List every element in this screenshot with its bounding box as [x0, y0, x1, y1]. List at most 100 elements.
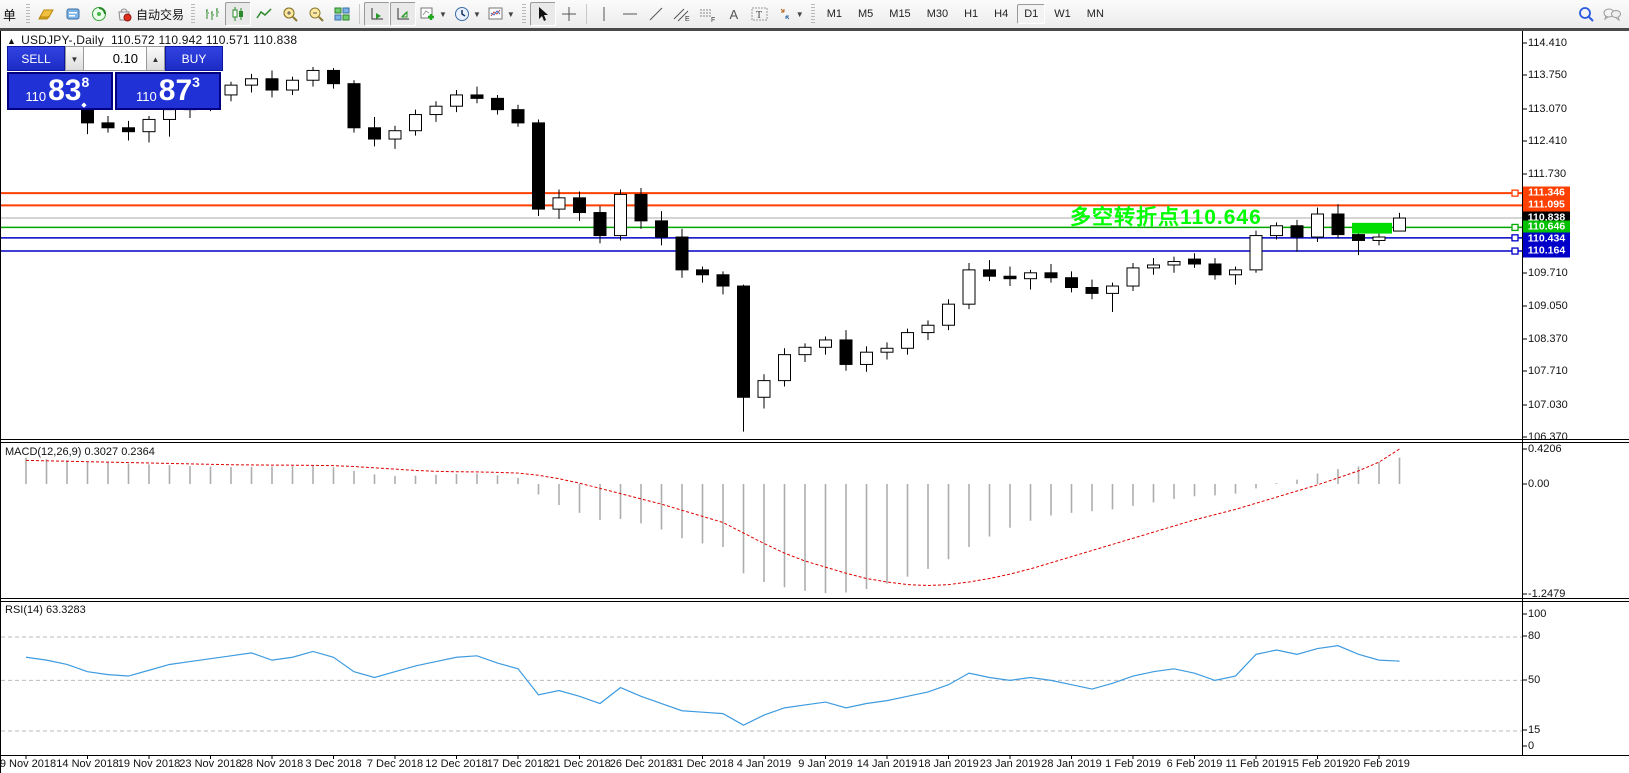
macd-main-value: 0.3027 [84, 446, 119, 458]
chart-background [0, 31, 1629, 773]
date-axis-label[interactable]: 14 Jan 2019 [856, 758, 918, 770]
candle-body [880, 347, 894, 353]
trendline-tool-button[interactable] [643, 2, 669, 26]
candle-body [368, 127, 381, 140]
date-axis-label[interactable]: 19 Nov 2018 [117, 758, 181, 770]
chart-symbol-period: USDJPY-,Daily [21, 33, 104, 47]
date-axis-label[interactable]: 17 Dec 2018 [486, 758, 550, 770]
indicators-button[interactable]: ▼ [416, 2, 450, 26]
candle-body [1311, 213, 1324, 238]
timeframe-m15-button[interactable]: M15 [889, 8, 911, 20]
text-label-tool-button[interactable]: T [747, 2, 773, 26]
timeframe-m1-button[interactable]: M1 [826, 8, 842, 20]
periods-button[interactable]: ▼ [450, 2, 484, 26]
pivot-annotation[interactable]: 多空转折点110.646 [1070, 206, 1262, 229]
date-axis-label[interactable]: 21 Dec 2018 [548, 758, 611, 770]
macd-signal-value: 0.2364 [121, 446, 155, 458]
data-window-button[interactable] [86, 2, 112, 26]
volume-input[interactable] [84, 46, 146, 71]
chevron-down-icon[interactable]: ▼ [472, 9, 481, 19]
buy-button[interactable]: BUY [165, 46, 223, 71]
candle-body [1331, 213, 1345, 236]
toolbar-grip[interactable] [810, 4, 815, 24]
arrows-tool-button[interactable]: ▼ [773, 2, 807, 26]
price-badge: 110.164 [1523, 244, 1570, 258]
date-axis-label[interactable]: 1 Feb 2019 [1105, 758, 1161, 770]
timeframe-d1-button[interactable]: D1 [1017, 4, 1046, 24]
price-badge: 111.346 [1523, 186, 1570, 200]
date-axis-label[interactable]: 3 Dec 2018 [305, 758, 362, 770]
horizontal-line-tool-button[interactable] [617, 2, 643, 26]
date-axis-label[interactable]: 6 Feb 2019 [1166, 758, 1223, 770]
date-axis-label[interactable]: 31 Dec 2018 [671, 758, 734, 770]
toolbar-grip[interactable] [521, 4, 526, 24]
date-axis-label[interactable]: 14 Nov 2018 [56, 758, 119, 770]
search-button[interactable] [1573, 2, 1599, 26]
line-chart-mode-button[interactable] [251, 2, 277, 26]
chat-button[interactable] [1599, 2, 1625, 26]
timeframe-h4-button[interactable]: H4 [994, 8, 1009, 20]
crosshair-icon [560, 5, 578, 23]
timeframe-w1-button[interactable]: W1 [1054, 8, 1071, 20]
chart-shift-button[interactable] [390, 2, 417, 26]
chevron-down-icon[interactable]: ▼ [439, 9, 447, 19]
crosshair-button[interactable] [556, 2, 582, 26]
candle-body [1188, 258, 1201, 265]
candle-body [757, 380, 771, 398]
volume-increase-button[interactable]: ▲ [146, 46, 165, 71]
date-axis-label[interactable]: 18 Jan 2019 [918, 758, 979, 770]
date-axis-label[interactable]: 4 Jan 2019 [736, 758, 792, 770]
chevron-down-icon[interactable]: ▼ [506, 9, 515, 19]
toolbar-grip[interactable] [191, 4, 196, 24]
menu-text-fragment[interactable]: 单 [3, 7, 17, 23]
auto-scroll-button[interactable] [364, 2, 391, 26]
date-axis-label[interactable]: 11 Feb 2019 [1225, 758, 1287, 770]
channel-tool-button[interactable]: E [669, 2, 695, 26]
candle-body [716, 274, 730, 287]
macd-name: MACD(12,26,9) [5, 446, 82, 458]
timeframe-m5-button[interactable]: M5 [858, 8, 874, 20]
volume-decrease-button[interactable]: ▼ [65, 46, 84, 71]
date-axis-label[interactable]: 9 Jan 2019 [798, 758, 853, 770]
date-axis-label[interactable]: 12 Dec 2018 [425, 758, 488, 770]
candlestick-mode-button[interactable] [225, 2, 252, 26]
timeframe-mn-button[interactable]: MN [1086, 8, 1104, 20]
date-axis-label[interactable]: 15 Feb 2019 [1286, 758, 1349, 770]
date-axis-label[interactable]: 20 Feb 2019 [1348, 758, 1410, 770]
date-axis-label[interactable]: 7 Dec 2018 [366, 758, 424, 770]
date-axis-label[interactable]: 23 Jan 2019 [979, 758, 1041, 770]
price-badge: 110.434 [1523, 232, 1570, 246]
date-axis-label[interactable]: 9 Nov 2018 [0, 758, 57, 770]
toolbar-grip[interactable] [26, 4, 31, 24]
cursor-button[interactable] [529, 2, 556, 26]
tile-windows-button[interactable] [329, 2, 355, 26]
zoom-out-button[interactable] [303, 2, 329, 26]
templates-button[interactable]: ▼ [484, 2, 518, 26]
text-tool-button[interactable]: A [721, 2, 747, 26]
zoom-in-button[interactable] [277, 2, 303, 26]
bar-chart-mode-button[interactable] [199, 2, 225, 26]
sell-price-display[interactable]: 110 83 8 ◆ [7, 72, 113, 110]
market-watch-button[interactable] [60, 2, 86, 26]
timeframe-h1-button[interactable]: H1 [964, 8, 979, 20]
date-axis-label[interactable]: 28 Jan 2019 [1041, 758, 1102, 770]
collapse-arrow-icon[interactable]: ▲ [7, 36, 17, 46]
date-axis-label[interactable]: 23 Nov 2018 [179, 758, 242, 770]
candle-body [286, 79, 299, 91]
chevron-down-icon[interactable]: ▼ [795, 9, 804, 19]
buy-price-display[interactable]: 110 87 3 [115, 72, 221, 110]
price-tick-label: 107.710 [1528, 365, 1568, 377]
price-tick-label: 108.370 [1528, 333, 1568, 345]
vertical-line-tool-button[interactable] [591, 2, 617, 26]
sell-button[interactable]: SELL [7, 46, 65, 71]
candle-body [1208, 263, 1222, 276]
fibonacci-tool-button[interactable]: F [695, 2, 721, 26]
new-order-button[interactable] [34, 2, 60, 26]
date-axis-label[interactable]: 28 Nov 2018 [240, 758, 304, 770]
autotrading-button[interactable]: 自动交易 [112, 2, 187, 26]
text-tool-icon: A [729, 6, 739, 22]
timeframe-m30-button[interactable]: M30 [926, 8, 949, 20]
date-axis-label[interactable]: 26 Dec 2018 [609, 758, 673, 770]
candle-body [1393, 217, 1406, 232]
